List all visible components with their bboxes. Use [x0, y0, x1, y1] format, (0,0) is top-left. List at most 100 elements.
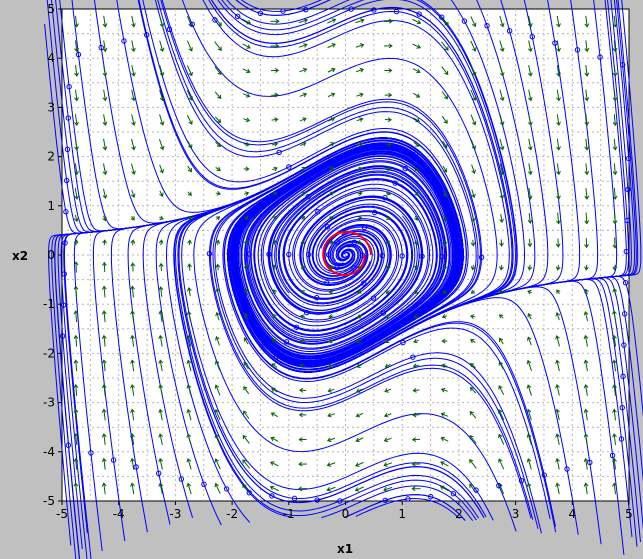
- field-arrow: [470, 16, 477, 28]
- trajectory-marker: [552, 40, 558, 46]
- field-arrow: [441, 115, 448, 124]
- y-tick-label: 1: [47, 199, 55, 213]
- trajectory-markers: [59, 6, 632, 504]
- field-arrow: [102, 163, 108, 176]
- trajectory-marker: [314, 295, 320, 301]
- field-arrow: [242, 93, 251, 98]
- field-arrow: [215, 311, 220, 321]
- trajectory-marker: [133, 464, 139, 470]
- field-arrow: [499, 188, 505, 200]
- field-arrow: [298, 461, 307, 467]
- field-arrow: [527, 65, 533, 77]
- field-arrow: [555, 359, 560, 372]
- field-arrow: [270, 412, 279, 418]
- field-arrow: [583, 433, 589, 446]
- field-arrow: [414, 215, 419, 221]
- field-arrow: [328, 142, 335, 147]
- trajectory-marker: [564, 466, 570, 472]
- field-arrow: [584, 64, 590, 77]
- field-arrow: [355, 67, 365, 73]
- field-arrow: [101, 408, 107, 421]
- field-arrow: [555, 482, 560, 495]
- field-arrow: [297, 486, 308, 492]
- field-arrow: [298, 412, 307, 418]
- trajectory-marker: [88, 450, 94, 456]
- field-arrow: [499, 264, 504, 271]
- field-arrow: [612, 287, 618, 296]
- field-arrow: [470, 40, 477, 52]
- field-arrow: [384, 338, 391, 344]
- field-arrow: [355, 412, 364, 418]
- field-arrow: [527, 289, 532, 295]
- field-arrow: [411, 437, 421, 442]
- field-arrow: [441, 66, 449, 76]
- trajectory-marker: [246, 490, 252, 496]
- field-arrow: [526, 384, 532, 396]
- trajectories: [44, 0, 643, 559]
- field-arrow: [102, 89, 108, 102]
- field-arrow: [556, 89, 561, 102]
- trajectory-marker: [66, 83, 72, 90]
- field-arrow: [159, 40, 165, 53]
- field-arrow: [413, 240, 419, 246]
- field-arrow: [470, 65, 477, 77]
- field-arrow: [357, 166, 363, 172]
- field-arrow: [243, 337, 249, 345]
- field-arrow: [187, 263, 192, 271]
- field-arrow: [442, 240, 448, 247]
- trajectory-marker: [201, 481, 207, 488]
- x-tick-label: -2: [226, 507, 238, 521]
- y-axis-title: x2: [12, 249, 28, 263]
- field-arrow: [326, 486, 336, 492]
- field-arrow: [584, 187, 590, 200]
- field-arrow: [584, 264, 589, 271]
- field-arrow: [130, 239, 136, 246]
- field-arrow: [131, 89, 136, 102]
- trajectory-marker: [178, 476, 185, 482]
- trajectory-marker: [166, 26, 173, 33]
- trajectory-marker: [619, 404, 625, 411]
- field-arrow: [357, 240, 362, 245]
- field-arrow: [186, 40, 193, 52]
- field-arrow: [583, 482, 589, 495]
- field-arrow: [412, 43, 421, 49]
- field-arrow: [413, 166, 420, 172]
- trajectory-marker: [459, 254, 465, 260]
- field-arrow: [498, 289, 504, 294]
- field-arrow: [612, 457, 617, 470]
- field-arrow: [555, 408, 560, 421]
- field-arrow: [470, 239, 476, 247]
- field-arrow: [243, 141, 250, 147]
- field-arrow: [300, 166, 307, 172]
- field-arrow: [357, 289, 362, 294]
- field-arrow: [470, 114, 477, 126]
- field-arrow: [270, 436, 279, 442]
- trajectory-marker: [257, 10, 264, 17]
- field-arrow: [328, 117, 336, 122]
- field-arrow: [215, 335, 220, 346]
- field-arrow: [131, 65, 136, 77]
- trajectory-marker: [291, 495, 298, 502]
- field-arrow: [130, 408, 135, 421]
- field-arrow: [555, 264, 561, 271]
- trajectory-marker: [315, 209, 321, 215]
- trajectory-marker: [518, 477, 525, 484]
- field-arrow: [272, 166, 278, 172]
- field-arrow: [611, 310, 617, 323]
- trajectory-marker: [412, 151, 419, 157]
- field-arrow: [300, 142, 307, 147]
- field-arrow: [102, 239, 107, 246]
- trajectory-marker: [506, 28, 513, 34]
- field-arrow: [244, 215, 249, 221]
- field-arrow: [413, 338, 419, 344]
- field-arrow: [299, 387, 307, 393]
- field-arrow: [527, 264, 533, 271]
- trajectory-marker: [380, 310, 387, 316]
- trajectory: [235, 0, 331, 16]
- field-arrow: [383, 486, 393, 492]
- field-arrow: [355, 43, 365, 48]
- field-arrow: [243, 288, 249, 295]
- field-arrow: [300, 290, 305, 295]
- field-arrow: [270, 68, 280, 73]
- trajectory-marker: [439, 14, 445, 20]
